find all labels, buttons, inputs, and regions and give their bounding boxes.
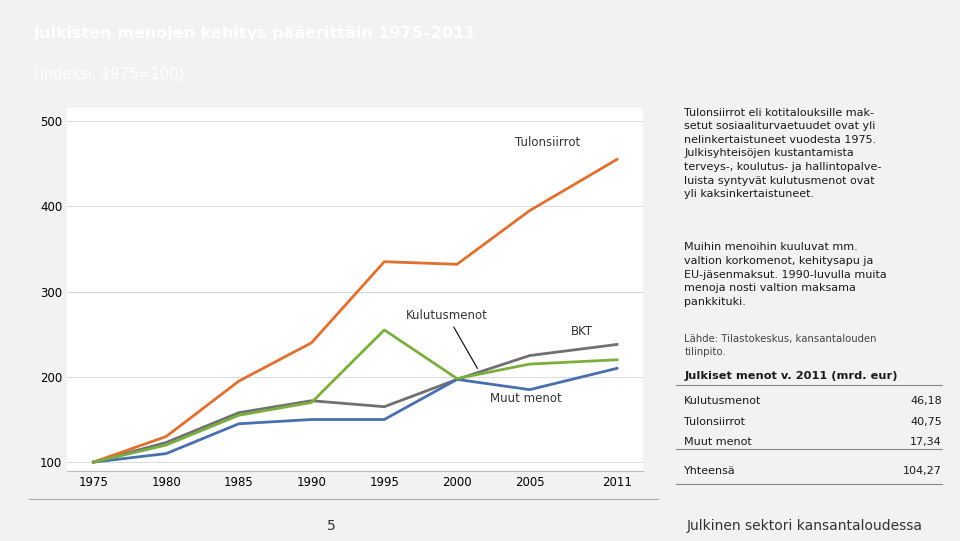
Text: Muihin menoihin kuuluvat mm.
valtion korkomenot, kehitysapu ja
EU-jäsenmaksut. 1: Muihin menoihin kuuluvat mm. valtion kor… (684, 242, 887, 307)
Text: Yhteensä: Yhteensä (684, 466, 736, 476)
Text: Tulonsiirrot: Tulonsiirrot (516, 136, 581, 149)
Text: Tulonsiirrot: Tulonsiirrot (684, 417, 745, 427)
Text: Tulonsiirrot eli kotitalouksille mak-
setut sosiaaliturvaetuudet ovat yli
nelink: Tulonsiirrot eli kotitalouksille mak- se… (684, 108, 881, 199)
Text: 46,18: 46,18 (910, 397, 942, 406)
Text: Muut menot: Muut menot (684, 437, 752, 447)
Text: Julkinen sektori kansantaloudessa: Julkinen sektori kansantaloudessa (686, 519, 923, 533)
Text: 17,34: 17,34 (910, 437, 942, 447)
Text: 40,75: 40,75 (910, 417, 942, 427)
Text: Muut menot: Muut menot (491, 392, 563, 405)
Text: Kulutusmenot: Kulutusmenot (406, 309, 488, 368)
Text: Kulutusmenot: Kulutusmenot (684, 397, 761, 406)
Text: (indeksi, 1975=100): (indeksi, 1975=100) (34, 66, 183, 81)
Text: 104,27: 104,27 (903, 466, 942, 476)
Text: Lähde: Tilastokeskus, kansantalouden
tilinpito.: Lähde: Tilastokeskus, kansantalouden til… (684, 334, 876, 357)
Text: Julkisten menojen kehitys pääerittäin 1975–2011: Julkisten menojen kehitys pääerittäin 19… (34, 26, 476, 41)
Text: 5: 5 (326, 519, 336, 533)
Text: BKT: BKT (570, 325, 592, 338)
Text: Julkiset menot v. 2011 (mrd. eur): Julkiset menot v. 2011 (mrd. eur) (684, 371, 898, 381)
